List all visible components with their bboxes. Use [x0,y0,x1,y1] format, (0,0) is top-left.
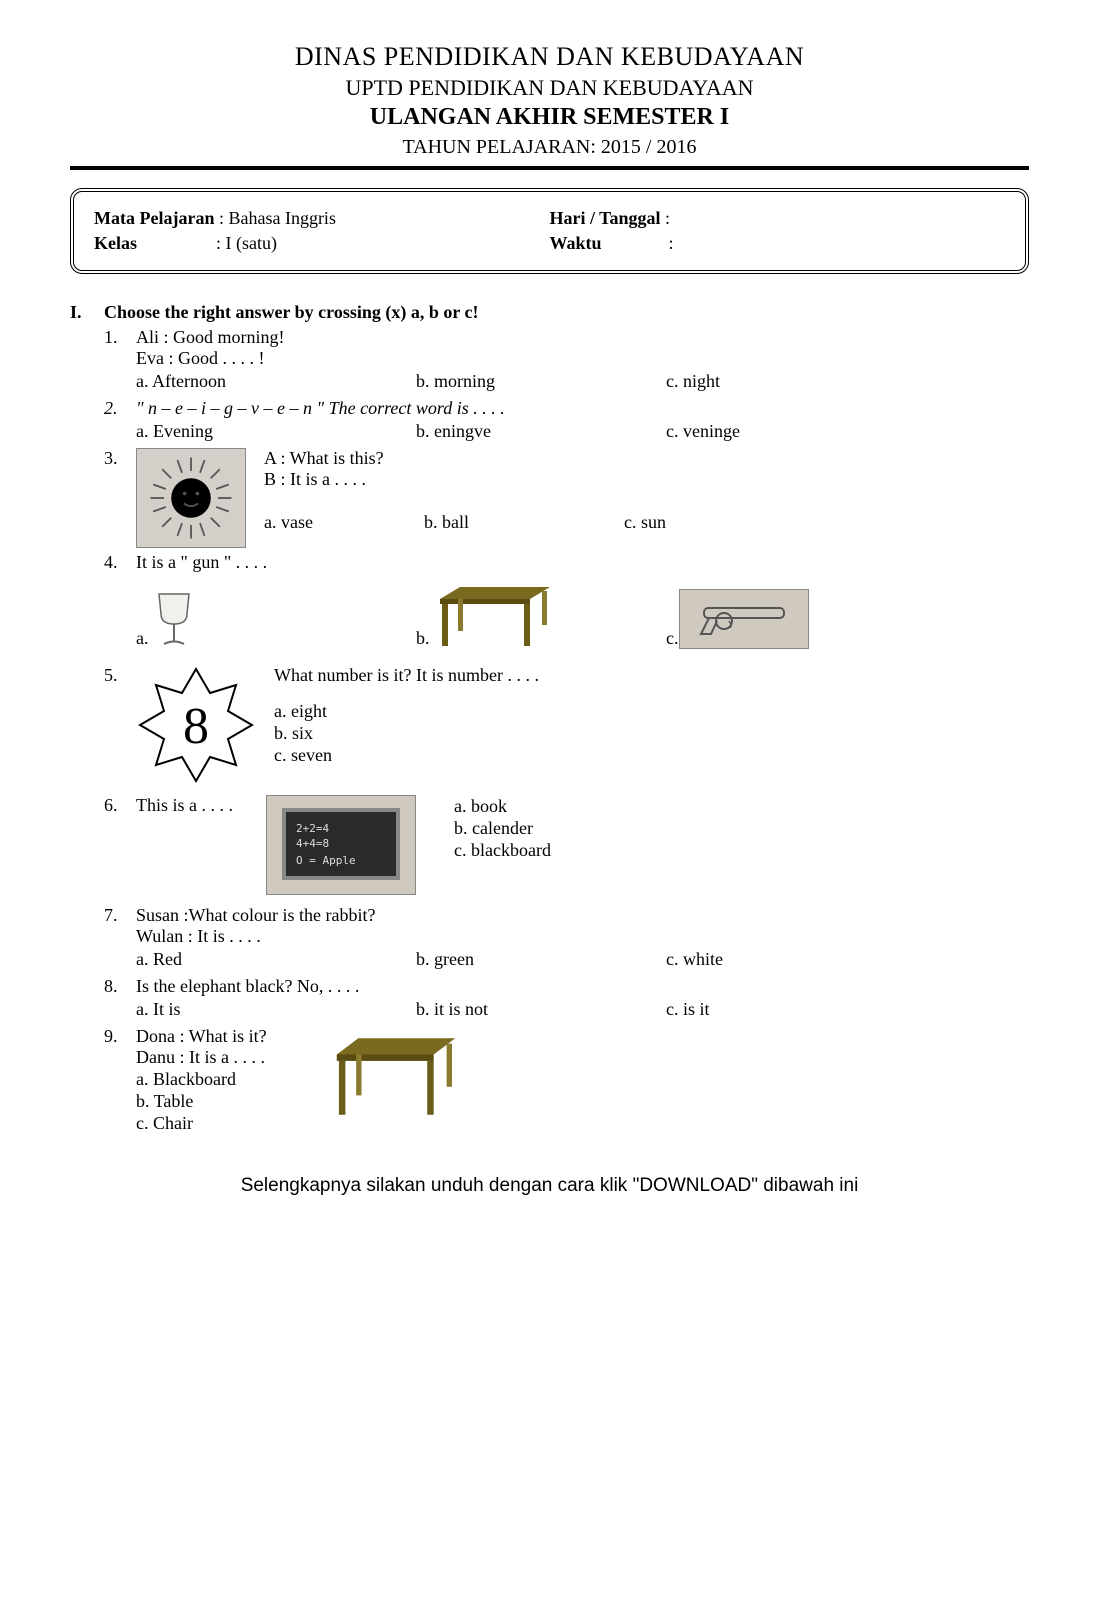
blackboard-image: 2+2=4 4+4=8 O = Apple [266,795,416,895]
time-label: Waktu [550,233,602,253]
section-roman: I. [70,302,104,323]
q3-line-a: A : What is this? [264,448,1029,469]
q2-option-b: b. eningve [416,421,666,442]
q1-line1: Ali : Good morning! [136,327,1029,348]
question-5: 5. 8 What number is it? It is number . .… [104,665,1029,785]
header-rule [70,166,1029,170]
question-9: 9. Dona : What is it? Danu : It is a . .… [104,1026,1029,1135]
q7-line2: Wulan : It is . . . . [136,926,1029,947]
question-8: 8. Is the elephant black? No, . . . . a.… [104,976,1029,1022]
q9-option-b: b. Table [136,1091,326,1112]
q5-option-b: b. six [274,723,1029,744]
section-heading: I. Choose the right answer by crossing (… [70,302,1029,323]
header-line-1: DINAS PENDIDIKAN DAN KEBUDAYAAN [70,40,1029,74]
q5-option-a: a. eight [274,701,1029,722]
svg-text:4+4=8: 4+4=8 [296,837,329,850]
q2-option-a: a. Evening [136,421,416,442]
header-line-3: ULANGAN AKHIR SEMESTER I [70,102,1029,133]
header-line-2: UPTD PENDIDIKAN DAN KEBUDAYAAN [70,74,1029,103]
document-header: DINAS PENDIDIKAN DAN KEBUDAYAAN UPTD PEN… [70,40,1029,160]
q6-option-b: b. calender [454,818,551,839]
q3-number: 3. [104,448,136,548]
question-7: 7. Susan :What colour is the rabbit? Wul… [104,905,1029,972]
svg-text:O = Apple: O = Apple [296,854,356,867]
q8-option-b: b. it is not [416,999,666,1020]
q7-option-c: c. white [666,949,866,970]
q4-option-a: a. [136,628,149,649]
q7-option-a: a. Red [136,949,416,970]
q9-line2: Danu : It is a . . . . [136,1047,326,1068]
date-value: : [665,208,670,228]
q8-number: 8. [104,976,136,1022]
header-line-4: TAHUN PELAJARAN: 2015 / 2016 [70,134,1029,160]
question-4: 4. It is a " gun " . . . . a. b. [104,552,1029,651]
q4-text: It is a " gun " . . . . [136,552,1029,573]
info-box: Mata Pelajaran : Bahasa Inggris Hari / T… [70,188,1029,274]
section-title: Choose the right answer by crossing (x) … [104,302,479,323]
table-icon [430,579,560,649]
q4-number: 4. [104,552,136,651]
q8-option-c: c. is it [666,999,866,1020]
gun-icon [689,596,799,641]
table-icon [326,1026,466,1126]
q3-option-c: c. sun [624,512,666,533]
q6-number: 6. [104,795,136,895]
star-shape: 8 [136,665,256,785]
table-image-q9 [326,1026,466,1135]
q6-option-a: a. book [454,796,551,817]
subject-label: Mata Pelajaran [94,208,214,228]
q2-number: 2. [104,398,136,444]
wine-glass-icon [149,589,199,649]
question-2: 2. " n – e – i – g – v – e – n " The cor… [104,398,1029,444]
q4-option-b: b. [416,628,430,649]
time-value: : [669,233,674,253]
question-6: 6. This is a . . . . 2+2=4 4+4=8 O = App… [104,795,1029,895]
q9-option-a: a. Blackboard [136,1069,326,1090]
q6-option-c: c. blackboard [454,840,551,861]
q6-text: This is a . . . . [136,795,266,895]
q3-option-a: a. vase [264,512,424,533]
q7-line1: Susan :What colour is the rabbit? [136,905,1029,926]
q1-option-a: a. Afternoon [136,371,416,392]
question-3: 3. [104,448,1029,548]
q1-option-c: c. night [666,371,866,392]
q2-option-c: c. veninge [666,421,866,442]
date-label: Hari / Tanggal [550,208,661,228]
q2-text: " n – e – i – g – v – e – n " The correc… [136,398,1029,419]
q4-option-c: c. [666,628,679,649]
question-1: 1. Ali : Good morning! Eva : Good . . . … [104,327,1029,394]
q1-line2: Eva : Good . . . . ! [136,348,1029,369]
q1-option-b: b. morning [416,371,666,392]
q8-option-a: a. It is [136,999,416,1020]
gun-image [679,589,809,649]
q9-line1: Dona : What is it? [136,1026,326,1047]
sun-image [136,448,246,548]
star-digit: 8 [183,698,209,755]
q9-option-c: c. Chair [136,1113,326,1134]
q5-text: What number is it? It is number . . . . [274,665,1029,686]
q7-number: 7. [104,905,136,972]
q8-text: Is the elephant black? No, . . . . [136,976,1029,997]
q1-number: 1. [104,327,136,394]
q7-option-b: b. green [416,949,666,970]
blackboard-icon: 2+2=4 4+4=8 O = Apple [276,802,406,887]
q3-option-b: b. ball [424,512,624,533]
class-label: Kelas [94,233,137,253]
q5-number: 5. [104,665,136,785]
subject-value: : Bahasa Inggris [219,208,336,228]
q9-number: 9. [104,1026,136,1135]
footer-note: Selengkapnya silakan unduh dengan cara k… [70,1175,1029,1197]
svg-text:2+2=4: 2+2=4 [296,822,329,835]
class-value: : I (satu) [216,233,277,253]
q5-option-c: c. seven [274,745,1029,766]
q3-line-b: B : It is a . . . . [264,469,1029,490]
sun-icon [146,453,236,543]
